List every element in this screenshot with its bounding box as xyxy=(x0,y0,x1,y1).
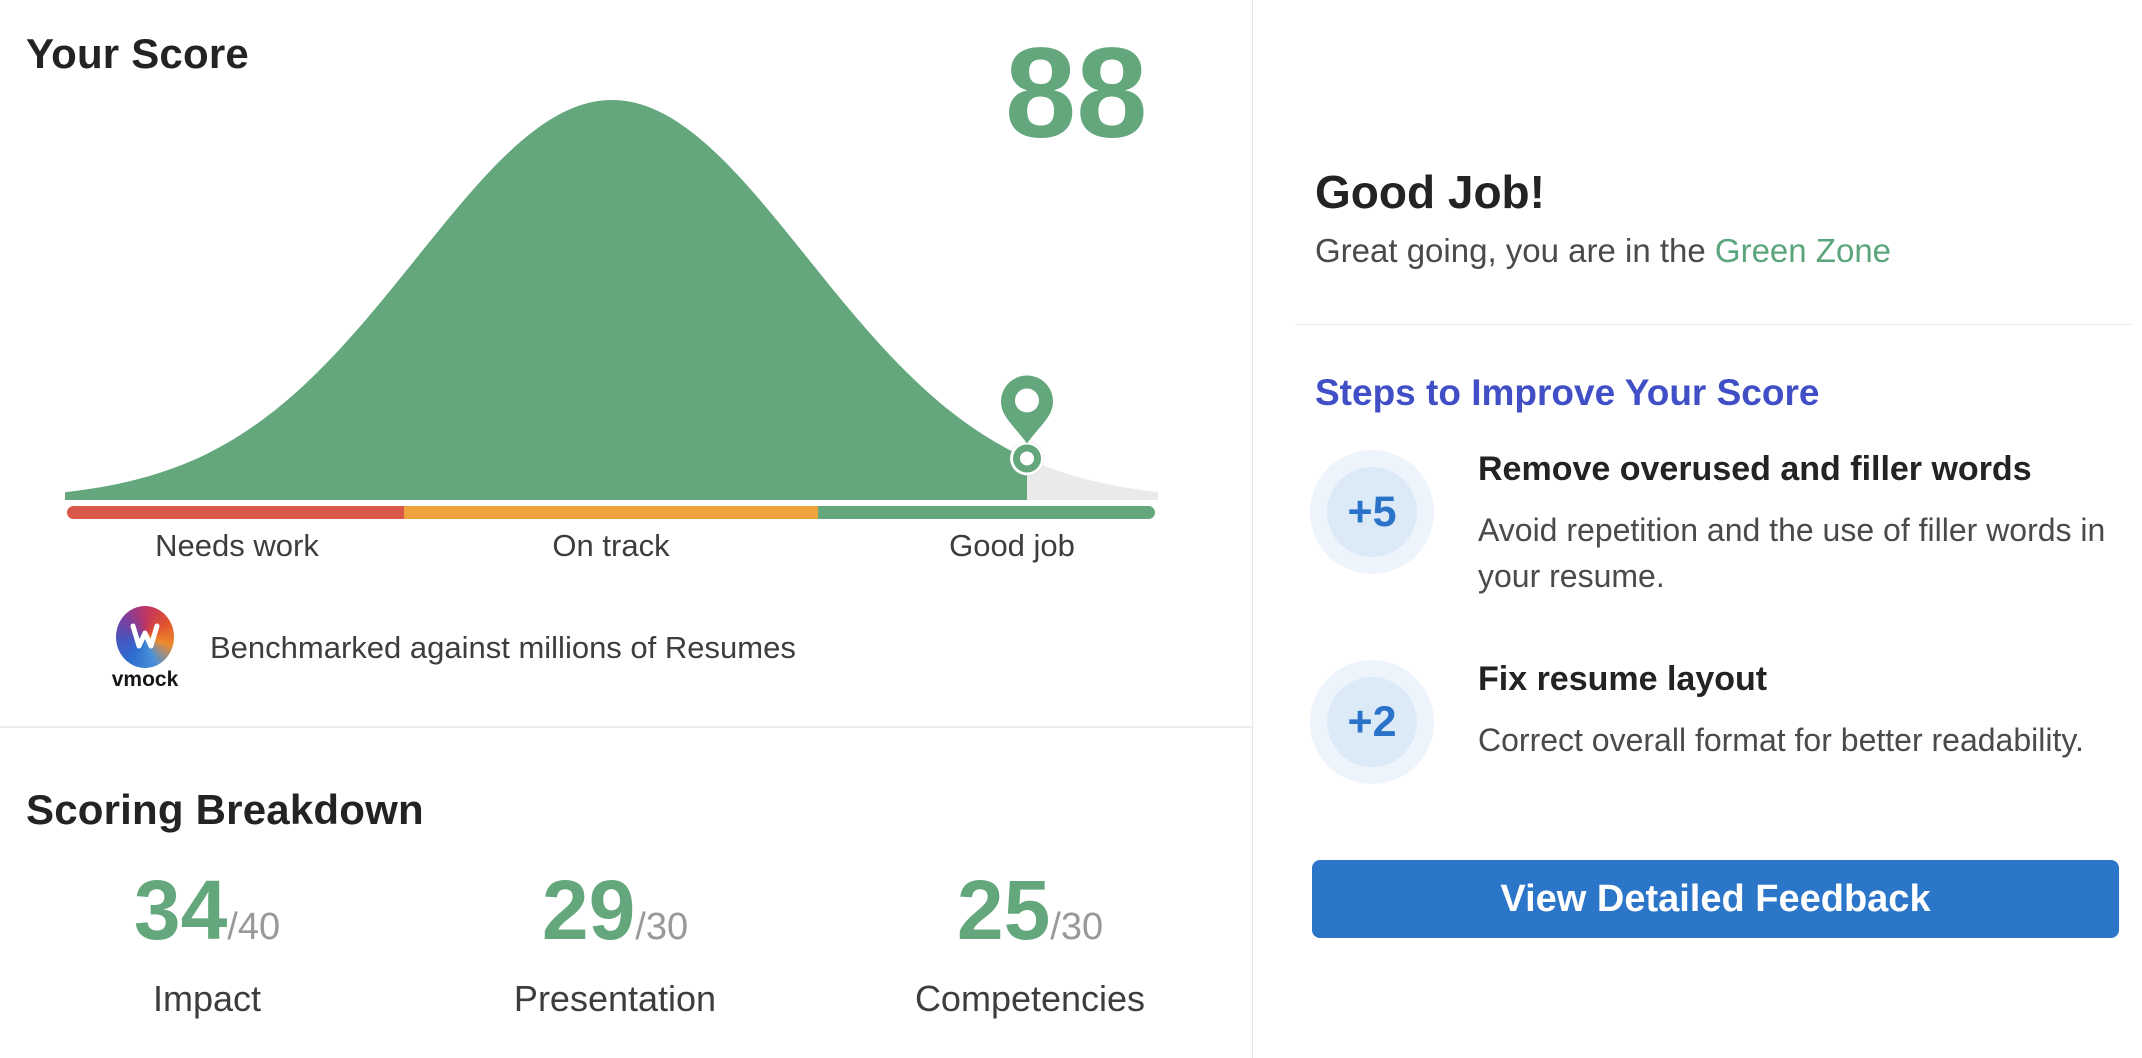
step-title: Fix resume layout xyxy=(1478,660,1768,698)
zone-segment xyxy=(817,506,1155,519)
breakdown-label: Impact xyxy=(152,978,262,1019)
breakdown-item-impact: 34/40 Impact xyxy=(134,868,280,1020)
vmock-wordmark: vmock xyxy=(111,668,179,691)
breakdown-score: 25/30 xyxy=(956,863,1104,957)
step-title: Remove overused and filler words xyxy=(1478,450,2032,488)
zone-label-on-track: On track xyxy=(552,528,670,563)
breakdown-score: 34/40 xyxy=(133,863,281,957)
zone-label-needs-work: Needs work xyxy=(155,528,319,563)
horizontal-divider xyxy=(0,726,1252,728)
breakdown-item-presentation: 29/30 Presentation xyxy=(514,868,716,1020)
vmock-logo-icon xyxy=(116,606,174,668)
panel-divider xyxy=(1252,0,1253,1058)
zone-subtext-prefix: Great going, you are in the xyxy=(1315,232,1715,269)
breakdown-label: Presentation xyxy=(513,978,717,1019)
points-badge-inner: +5 xyxy=(1327,467,1417,557)
steps-title: Steps to Improve Your Score xyxy=(1315,372,1820,413)
points-value: +2 xyxy=(1347,697,1397,746)
pin-hole xyxy=(1015,388,1039,413)
breakdown-score: 29/30 xyxy=(541,863,689,957)
zone-bar xyxy=(67,506,1155,519)
points-badge-inner: +2 xyxy=(1327,677,1417,767)
your-score-title: Your Score xyxy=(26,30,249,77)
curve-filled-area xyxy=(65,100,1027,500)
score-panel: Your Score 88 Needs work On track Good j… xyxy=(0,22,1252,1020)
breakdown-item-competencies: 25/30 Competencies xyxy=(915,868,1145,1020)
view-detailed-feedback-button[interactable]: View Detailed Feedback xyxy=(1312,860,2119,938)
breakdown-label: Competencies xyxy=(914,978,1146,1019)
points-badge: +2 xyxy=(1310,660,1434,784)
zone-segment xyxy=(67,506,405,519)
step-description: Avoid repetition and the use of filler w… xyxy=(1478,512,2106,594)
curve-tail-area xyxy=(1027,458,1158,500)
points-badge: +5 xyxy=(1310,450,1434,574)
points-value: +5 xyxy=(1347,487,1397,536)
scoring-breakdown-title: Scoring Breakdown xyxy=(26,786,424,833)
score-value: 88 xyxy=(1005,22,1148,165)
horizontal-divider xyxy=(1295,324,2132,325)
zone-subtext: Great going, you are in the Green Zone xyxy=(1315,232,1891,270)
feedback-panel: Good Job! Great going, you are in the Gr… xyxy=(1253,0,2142,1058)
benchmark-row: vmock Benchmarked against millions of Re… xyxy=(0,600,1252,710)
marker-dot xyxy=(1013,444,1041,473)
zone-name-text: Green Zone xyxy=(1714,232,1892,269)
step-description: Correct overall format for better readab… xyxy=(1478,722,2084,758)
benchmark-text: Benchmarked against millions of Resumes xyxy=(210,630,796,665)
score-distribution-curve xyxy=(65,100,1158,500)
zone-segment xyxy=(404,506,818,519)
view-detailed-feedback-label: View Detailed Feedback xyxy=(1500,877,1931,920)
zone-label-good-job: Good job xyxy=(949,528,1075,563)
result-headline: Good Job! xyxy=(1315,166,1545,218)
